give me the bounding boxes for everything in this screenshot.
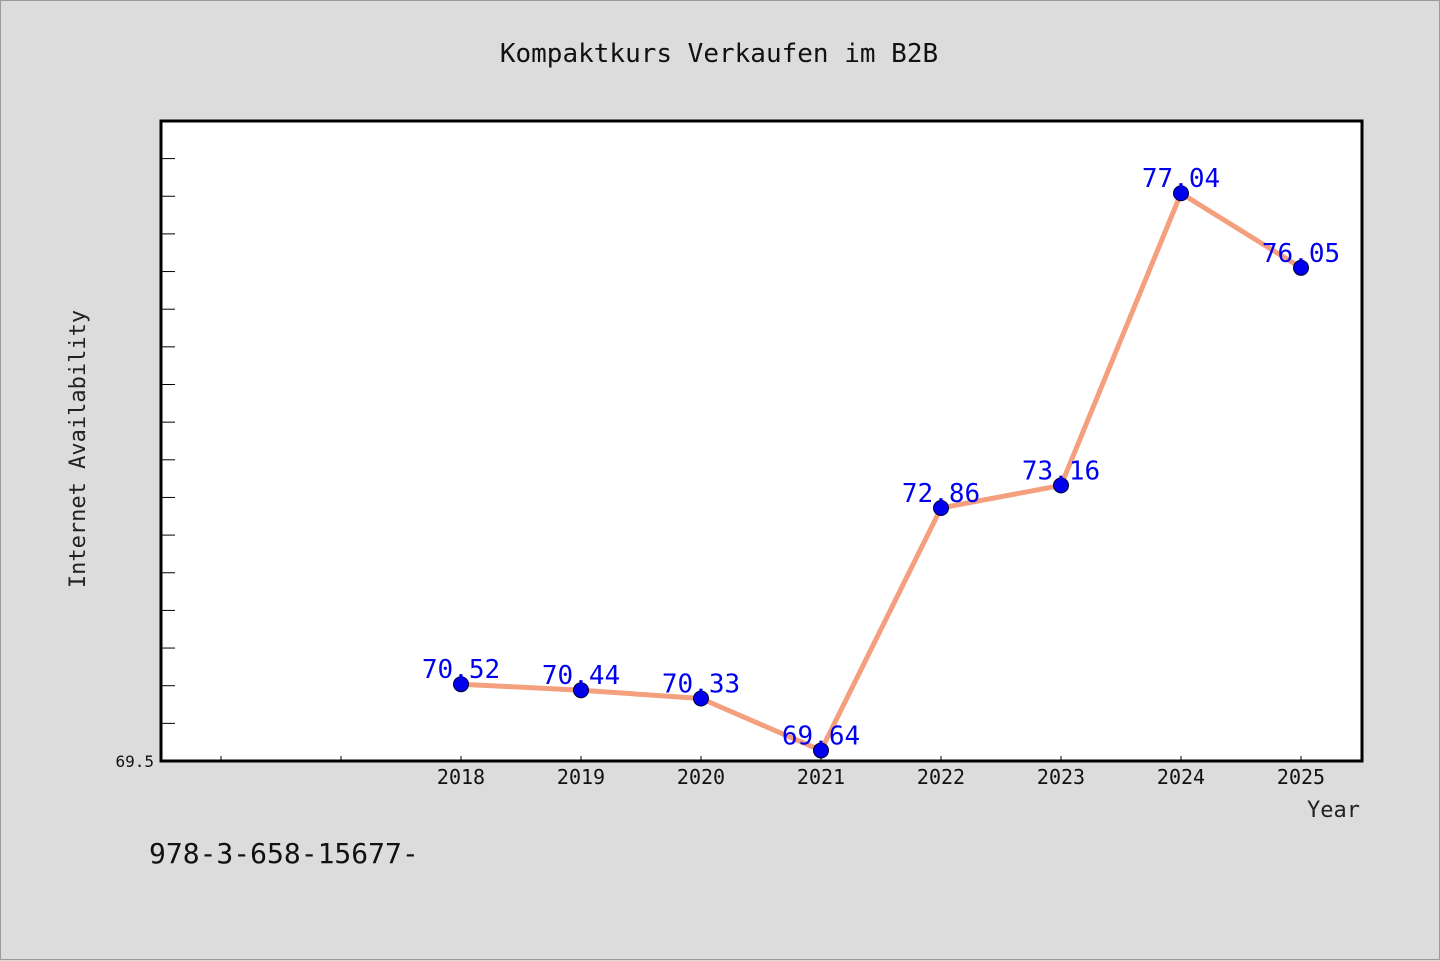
y-axis-ticks	[161, 158, 175, 762]
y-tick-label: 69.5	[115, 752, 154, 771]
x-axis-title: Year	[1307, 798, 1360, 823]
x-tick-label: 2022	[917, 765, 965, 789]
series-markers	[453, 185, 1309, 759]
data-label: 77.04	[1142, 164, 1220, 194]
data-point	[693, 690, 709, 707]
data-label: 70.44	[542, 661, 620, 691]
x-tick-labels: 2018 2019 2020 2021 2022 2023 2024 2025	[437, 765, 1325, 789]
data-label: 70.52	[422, 655, 500, 685]
chart-title: Kompaktkurs Verkaufen im B2B	[500, 39, 938, 69]
data-label: 70.33	[662, 670, 740, 700]
x-tick-label: 2023	[1037, 765, 1085, 789]
data-point	[813, 742, 829, 759]
data-point	[573, 682, 589, 699]
plot-area	[159, 119, 1364, 763]
x-tick-label: 2021	[797, 765, 845, 789]
series-line-group	[458, 190, 1304, 753]
data-point	[1173, 185, 1189, 202]
data-labels: 70.52 70.44 70.33 69.64 72.86 73.16 77.04 76.05	[422, 164, 1340, 751]
x-tick-label: 2019	[557, 765, 605, 789]
x-tick-label: 2018	[437, 765, 485, 789]
data-point	[1293, 259, 1309, 276]
footer-note: 978-3-658-15677-	[149, 837, 419, 870]
data-point	[1053, 477, 1069, 494]
y-axis-title: Internet Availability	[66, 310, 91, 588]
x-tick-label: 2020	[677, 765, 725, 789]
data-label: 69.64	[782, 721, 860, 751]
data-label: 76.05	[1262, 239, 1340, 269]
data-label: 72.86	[902, 479, 980, 509]
x-tick-label: 2025	[1277, 765, 1325, 789]
data-label: 73.16	[1022, 456, 1100, 486]
series-line	[458, 190, 1304, 753]
data-point	[933, 499, 949, 516]
x-tick-label: 2024	[1157, 765, 1205, 789]
data-point	[453, 676, 469, 693]
